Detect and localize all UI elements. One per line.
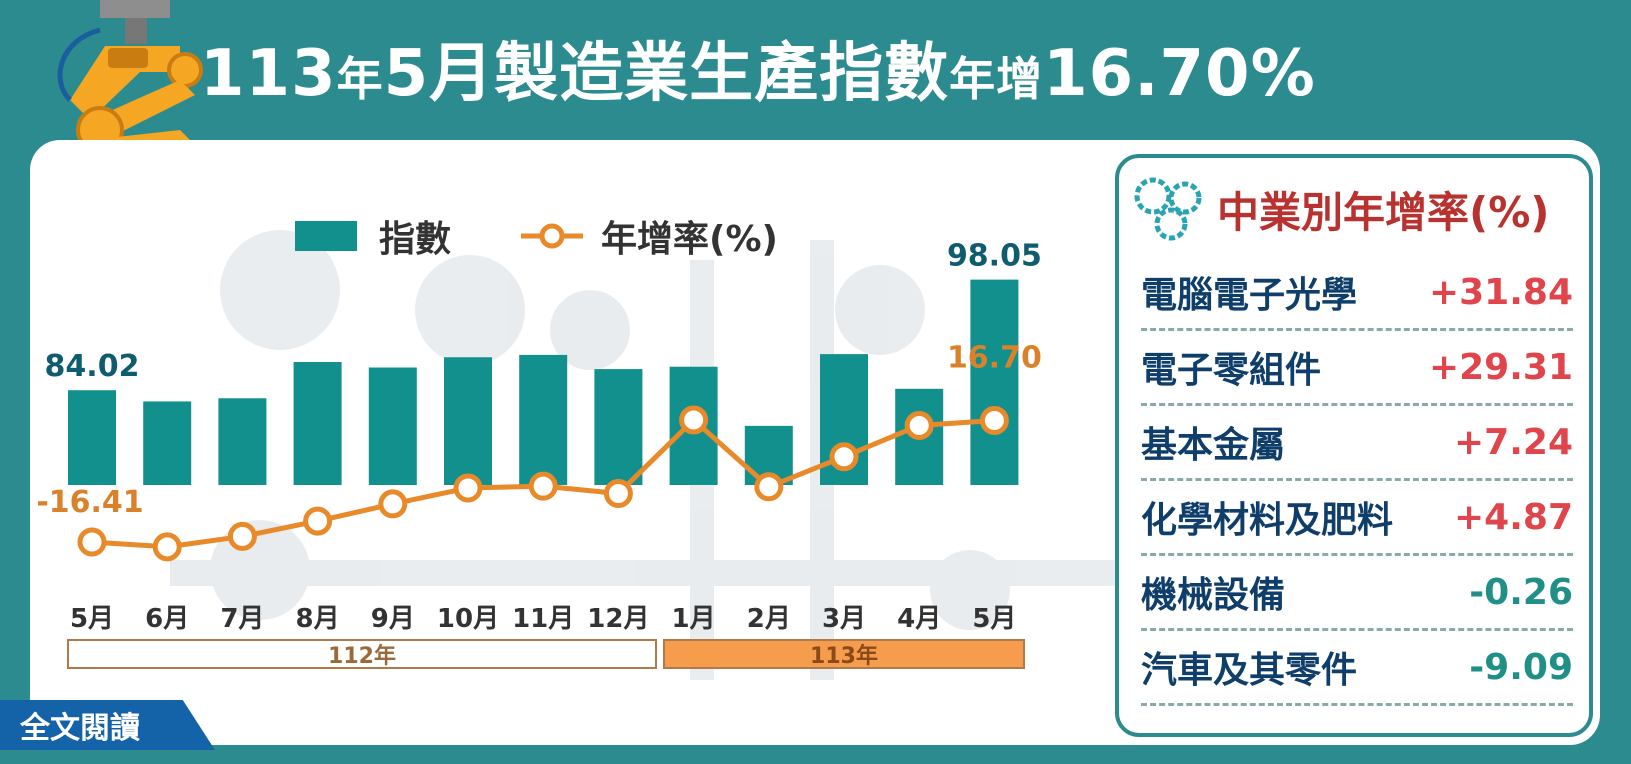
industry-name: 機械設備 <box>1141 575 1286 616</box>
year-label-0: 112年 <box>328 643 396 669</box>
year-band-0 <box>67 639 657 669</box>
legend-bar-swatch <box>295 221 357 251</box>
year-band-1 <box>663 639 1025 669</box>
legend-line-label: 年增率(%) <box>601 219 778 260</box>
bar-2 <box>218 398 267 485</box>
growth-point-12 <box>979 406 1009 436</box>
industry-growth-value: -0.26 <box>1469 571 1573 613</box>
growth-point-0 <box>77 527 107 557</box>
bar-5 <box>444 357 492 485</box>
growth-point-10 <box>829 442 859 472</box>
industry-name: 電子零組件 <box>1141 350 1322 391</box>
data-label-1-0: -16.41 <box>36 485 143 520</box>
industry-row: 化學材料及肥料 +4.87 <box>1141 481 1573 556</box>
growth-point-9 <box>754 472 784 502</box>
industry-growth-value: -9.09 <box>1469 646 1573 688</box>
read-full-text-button[interactable]: 全文閱讀 <box>0 700 215 750</box>
growth-point-8 <box>679 405 709 435</box>
industry-growth-value: +4.87 <box>1454 496 1573 538</box>
industry-row: 機械設備 -0.26 <box>1141 556 1573 631</box>
industry-growth-panel: 中業別年增率(%) 電腦電子光學 +31.84 電子零組件 +29.31 基本金屬 +7.… <box>1115 154 1593 737</box>
legend-bar-label: 指數 <box>379 219 452 260</box>
industry-growth-value: +7.24 <box>1454 421 1573 463</box>
bar-0 <box>68 390 116 485</box>
production-index-chart: 84.02 98.05 -16.41 16.70 5月 6月 7月 8月 9月 10月 11月 12… <box>36 230 1130 680</box>
x-tick-label-2: 7月 <box>220 604 264 634</box>
x-tick-label-1: 6月 <box>145 604 189 634</box>
bar-3 <box>293 362 342 485</box>
chart-legend: 指數 年增率(%) <box>295 210 778 262</box>
industry-growth-list: 電腦電子光學 +31.84 電子零組件 +29.31 基本金屬 +7.24 化學材料及肥料 +… <box>1141 256 1573 706</box>
industry-row: 電子零組件 +29.31 <box>1141 331 1573 406</box>
bar-6 <box>519 354 568 485</box>
content-panel: 84.02 98.05 -16.41 16.70 5月 6月 7月 8月 9月 10月 11月 12… <box>30 140 1600 745</box>
year-label-1: 113年 <box>810 643 878 669</box>
x-tick-label-3: 8月 <box>296 604 340 634</box>
growth-point-4 <box>378 489 408 519</box>
x-tick-label-6: 11月 <box>512 604 574 634</box>
x-tick-label-8: 1月 <box>672 604 716 634</box>
page-title: 113年5月製造業生產指數年增16.70% <box>200 37 1316 111</box>
growth-point-5 <box>453 473 483 503</box>
data-label-1-12: 16.70 <box>947 341 1042 376</box>
x-tick-label-10: 3月 <box>822 604 866 634</box>
industry-row: 汽車及其零件 -9.09 <box>1141 631 1573 706</box>
industry-row: 基本金屬 +7.24 <box>1141 406 1573 481</box>
growth-point-7 <box>603 479 633 509</box>
bar-1 <box>143 401 192 485</box>
growth-point-3 <box>303 506 333 536</box>
growth-point-6 <box>528 471 558 501</box>
industry-growth-value: +29.31 <box>1428 346 1573 388</box>
legend-line-swatch <box>521 223 584 249</box>
industry-name: 基本金屬 <box>1141 425 1286 466</box>
x-tick-label-0: 5月 <box>70 604 114 634</box>
x-tick-label-12: 5月 <box>972 604 1016 634</box>
data-label-0-0: 84.02 <box>45 349 140 384</box>
bar-12 <box>970 279 1019 485</box>
industry-name: 化學材料及肥料 <box>1141 500 1394 541</box>
growth-point-1 <box>152 532 182 562</box>
industry-growth-value: +31.84 <box>1428 271 1573 313</box>
x-tick-label-9: 2月 <box>747 604 791 634</box>
bar-7 <box>594 369 643 485</box>
x-tick-label-4: 9月 <box>371 604 415 634</box>
growth-point-11 <box>904 410 934 440</box>
industry-name: 汽車及其零件 <box>1141 650 1358 691</box>
bar-4 <box>368 367 417 485</box>
data-label-0-12: 98.05 <box>947 239 1042 274</box>
industry-row: 電腦電子光學 +31.84 <box>1141 256 1573 331</box>
x-tick-label-11: 4月 <box>897 604 941 634</box>
growth-point-2 <box>227 521 257 551</box>
x-tick-label-5: 10月 <box>437 604 499 634</box>
gears-icon <box>1134 177 1202 241</box>
industry-growth-title: 中業別年增率(%) <box>1217 187 1550 237</box>
x-tick-label-7: 12月 <box>587 604 649 634</box>
industry-name: 電腦電子光學 <box>1141 275 1358 316</box>
